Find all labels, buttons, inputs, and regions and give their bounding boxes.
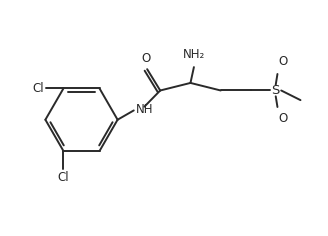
Text: O: O — [278, 55, 288, 68]
Text: O: O — [142, 52, 151, 65]
Text: Cl: Cl — [32, 82, 44, 95]
Text: S: S — [272, 84, 280, 97]
Text: O: O — [278, 113, 288, 126]
Text: Cl: Cl — [58, 171, 69, 184]
Text: NH₂: NH₂ — [183, 48, 205, 61]
Text: NH: NH — [135, 103, 153, 116]
